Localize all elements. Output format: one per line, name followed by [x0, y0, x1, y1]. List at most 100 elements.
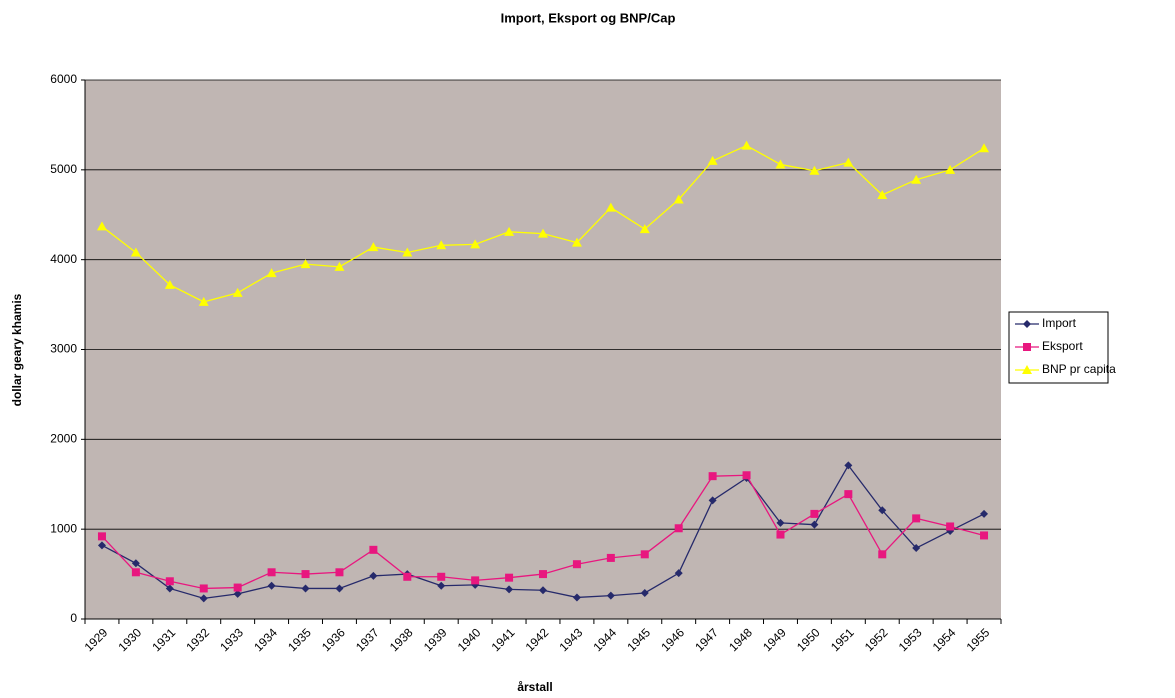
marker	[606, 553, 615, 562]
x-tick-label: 1950	[794, 625, 823, 654]
legend-label: Eksport	[1042, 339, 1083, 353]
marker	[539, 570, 547, 579]
x-tick-label: 1952	[862, 625, 891, 654]
marker	[335, 584, 344, 593]
marker	[267, 568, 276, 577]
y-tick-label: 3000	[50, 342, 77, 356]
marker	[334, 261, 345, 271]
marker	[810, 509, 819, 518]
x-tick-label: 1947	[692, 625, 721, 654]
marker	[572, 560, 581, 569]
x-tick-label: 1939	[421, 625, 450, 654]
marker	[233, 589, 242, 598]
marker	[775, 159, 786, 169]
marker	[912, 544, 921, 553]
x-tick-label: 1943	[557, 625, 586, 654]
marker	[199, 584, 208, 593]
marker	[810, 520, 819, 529]
x-tick-label: 1929	[82, 625, 111, 654]
marker	[674, 524, 683, 533]
marker	[605, 202, 616, 212]
marker	[164, 279, 175, 289]
marker	[742, 471, 751, 480]
x-tick-label: 1937	[353, 625, 382, 654]
marker	[471, 576, 480, 585]
marker	[571, 237, 582, 247]
marker	[131, 559, 140, 568]
marker	[97, 532, 106, 541]
x-tick-label: 1948	[726, 625, 755, 654]
marker	[165, 577, 174, 586]
marker	[335, 568, 344, 577]
marker	[1023, 320, 1031, 328]
marker	[96, 221, 107, 231]
marker	[946, 522, 955, 531]
marker	[572, 593, 581, 602]
marker	[97, 541, 106, 550]
x-tick-label: 1954	[930, 625, 959, 654]
y-tick-label: 6000	[50, 72, 77, 86]
x-tick-label: 1930	[115, 625, 144, 654]
x-tick-label: 1932	[183, 625, 212, 654]
marker	[606, 591, 615, 600]
x-tick-label: 1938	[387, 625, 416, 654]
y-tick-label: 2000	[50, 432, 77, 446]
marker	[300, 259, 311, 269]
marker	[877, 189, 888, 199]
marker	[538, 228, 548, 238]
x-tick-label: 1940	[455, 625, 484, 654]
marker	[199, 594, 208, 603]
marker	[369, 571, 378, 580]
x-tick-label: 1946	[658, 625, 687, 654]
marker	[741, 140, 752, 150]
x-tick-label: 1944	[590, 625, 619, 654]
x-tick-label: 1951	[828, 625, 857, 654]
marker	[198, 296, 209, 306]
marker	[402, 247, 413, 257]
marker	[640, 588, 649, 597]
marker	[776, 518, 785, 527]
marker	[674, 569, 683, 578]
y-axis-label: dollar geary khamis	[10, 293, 24, 406]
marker	[707, 155, 718, 165]
marker	[878, 506, 887, 515]
x-tick-label: 1931	[149, 625, 178, 654]
x-tick-label: 1935	[285, 625, 314, 654]
marker	[945, 164, 956, 174]
marker	[369, 545, 378, 554]
marker	[843, 157, 854, 167]
marker	[232, 287, 243, 297]
legend-label: Import	[1042, 316, 1077, 330]
marker	[912, 514, 921, 523]
marker	[1023, 343, 1031, 351]
y-tick-label: 5000	[50, 162, 77, 176]
marker	[368, 242, 379, 252]
y-tick-label: 1000	[50, 521, 77, 535]
marker	[708, 472, 717, 481]
x-tick-label: 1945	[624, 625, 653, 654]
x-tick-label: 1941	[489, 625, 518, 654]
chart-title: Import, Eksport og BNP/Cap	[501, 10, 676, 25]
marker	[233, 583, 242, 592]
marker	[673, 194, 684, 204]
x-tick-label: 1934	[251, 625, 280, 654]
marker	[505, 573, 514, 582]
marker	[505, 585, 514, 594]
marker	[165, 584, 174, 593]
marker	[131, 568, 140, 577]
marker	[844, 461, 853, 470]
marker	[776, 530, 785, 539]
x-tick-label: 1933	[217, 625, 246, 654]
marker	[1022, 365, 1032, 374]
marker	[639, 224, 650, 234]
marker	[539, 586, 547, 595]
x-tick-label: 1942	[523, 625, 552, 654]
marker	[640, 550, 649, 559]
marker	[403, 572, 412, 581]
x-tick-label: 1936	[319, 625, 348, 654]
marker	[266, 268, 277, 278]
marker	[878, 550, 887, 559]
y-tick-label: 0	[70, 611, 77, 625]
marker	[267, 581, 276, 590]
